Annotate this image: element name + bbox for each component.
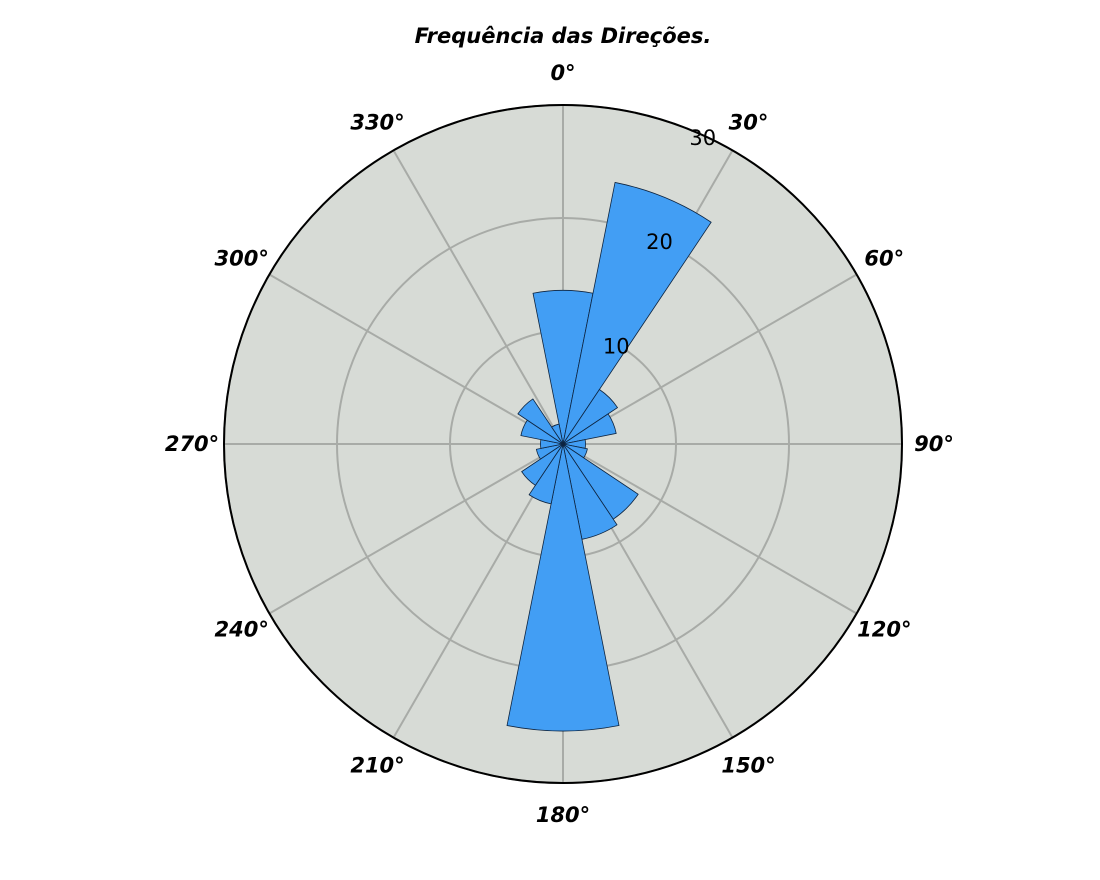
radial-tick-label: 30: [689, 126, 716, 150]
angular-gridline-300: [268, 273, 564, 445]
bar-202.5: [528, 443, 564, 505]
angle-tick-label: 330°: [350, 111, 404, 135]
bar-45: [562, 388, 619, 445]
bar-247.5: [535, 443, 564, 460]
angular-gridline-330: [392, 149, 564, 445]
bar-315: [517, 398, 564, 445]
angle-tick-label: 240°: [215, 618, 269, 642]
bar-22.5: [562, 181, 712, 445]
angle-tick-label: 270°: [165, 432, 219, 456]
angular-gridline-60: [562, 273, 858, 445]
radial-tick-label: 10: [603, 335, 630, 359]
bar-180: [506, 443, 620, 732]
bar-67.5: [562, 413, 617, 445]
polar-frame: [223, 104, 903, 784]
angle-tick-label: 60°: [864, 247, 904, 271]
angle-tick-label: 120°: [857, 618, 911, 642]
angle-tick-label: 180°: [536, 803, 590, 827]
bars-layer: [506, 181, 712, 732]
radial-tick-label: 20: [646, 230, 673, 254]
angular-gridline-240: [268, 443, 564, 615]
bar-225: [521, 443, 564, 486]
angle-labels: 0° 30° 60° 90° 120° 150° 180° 210° 240° 270° 300° 3…: [165, 61, 954, 827]
angle-tick-label: 0°: [550, 61, 575, 85]
chart-title: Frequência das Direções.: [415, 24, 712, 48]
angular-gridline-120: [562, 443, 858, 615]
angle-tick-label: 150°: [721, 753, 775, 777]
bar-337.5: [551, 423, 564, 445]
angle-tick-label: 30°: [729, 111, 769, 135]
angle-tick-label: 210°: [350, 753, 404, 777]
angle-tick-label: 90°: [914, 432, 954, 456]
angle-tick-label: 300°: [215, 247, 269, 271]
radial-labels: 10 20 30: [603, 126, 716, 359]
